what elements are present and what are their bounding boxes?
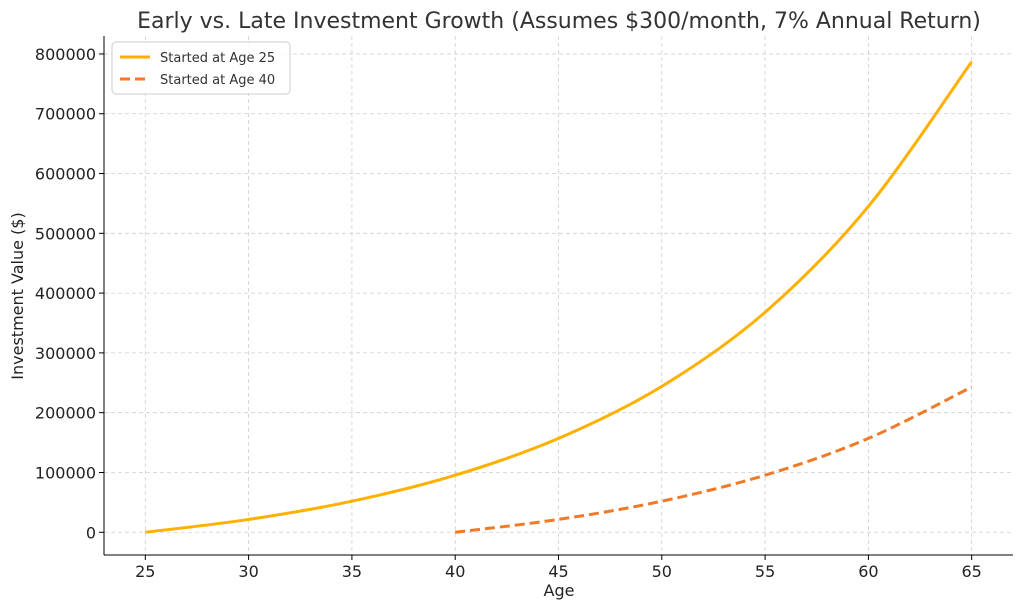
grid-layer — [104, 36, 1013, 555]
y-tick-label: 800000 — [35, 45, 96, 64]
legend: Started at Age 25 Started at Age 40 — [111, 41, 291, 95]
x-axis-label: Age — [544, 581, 575, 600]
y-tick-label: 400000 — [35, 284, 96, 303]
y-axis-label: Investment Value ($) — [8, 212, 27, 379]
y-tick-label: 300000 — [35, 344, 96, 363]
x-tick-label: 65 — [962, 562, 982, 581]
series-layer — [145, 60, 973, 534]
x-tick-label: 35 — [342, 562, 362, 581]
y-tick-label: 100000 — [35, 463, 96, 482]
y-tick-label: 200000 — [35, 404, 96, 423]
legend-box — [111, 41, 291, 95]
y-tick-label: 700000 — [35, 105, 96, 124]
x-tick-label: 25 — [135, 562, 155, 581]
x-tick-label: 60 — [858, 562, 878, 581]
axes-layer: 25 30 35 40 45 50 55 60 65 0 100000 200000 300000 400… — [35, 36, 1013, 581]
legend-label-2: Started at Age 40 — [160, 73, 275, 88]
x-tick-label: 55 — [755, 562, 775, 581]
y-tick-label: 0 — [86, 523, 96, 542]
legend-label-1: Started at Age 25 — [160, 51, 275, 66]
series-line-2 — [455, 385, 973, 534]
series-line-1 — [145, 60, 973, 534]
x-tick-label: 30 — [238, 562, 258, 581]
y-tick-label: 600000 — [35, 165, 96, 184]
x-tick-label: 50 — [652, 562, 672, 581]
x-tick-label: 40 — [445, 562, 465, 581]
chart-title: Early vs. Late Investment Growth (Assume… — [137, 9, 981, 34]
x-tick-label: 45 — [548, 562, 568, 581]
y-tick-label: 500000 — [35, 224, 96, 243]
